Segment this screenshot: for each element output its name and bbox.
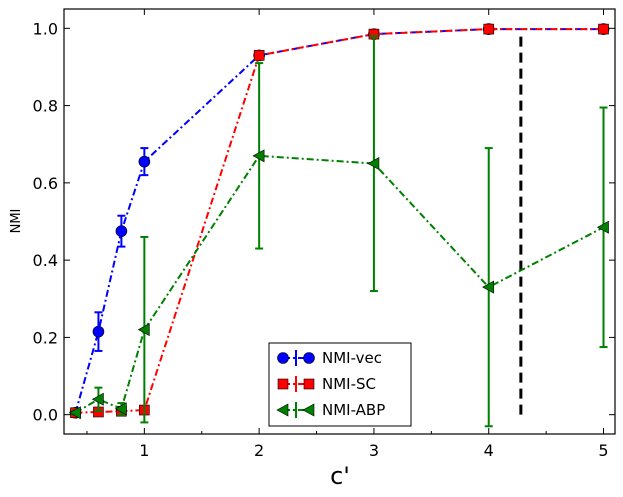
y-tick-label: 0.0	[33, 406, 58, 425]
data-point	[253, 50, 265, 61]
data-point	[92, 325, 105, 338]
series-line	[74, 28, 604, 414]
x-tick-label: 5	[598, 441, 608, 460]
data-point	[114, 402, 127, 416]
series-nmi-abp	[68, 35, 609, 428]
legend-entry-nmi-vec: NMI-vec	[277, 349, 382, 367]
data-point	[138, 155, 151, 168]
legend-entry-nmi-abp: NMI-ABP	[276, 401, 385, 419]
x-tick-label: 1	[139, 441, 149, 460]
data-point	[137, 323, 150, 337]
legend-box	[268, 342, 412, 427]
y-tick-label: 0.4	[33, 251, 58, 270]
legend-label: NMI-ABP	[322, 401, 385, 419]
y-tick-label: 0.8	[33, 97, 58, 116]
legend-marker	[277, 352, 289, 364]
data-point	[598, 23, 609, 35]
legend-label: NMI-SC	[322, 375, 376, 393]
x-tick-label: 4	[484, 441, 494, 460]
plot-content	[68, 23, 610, 428]
plot-area	[68, 23, 610, 428]
y-tick-label: 1.0	[33, 19, 58, 38]
x-tick-label: 2	[254, 441, 264, 460]
legend-marker	[303, 352, 315, 364]
legend-marker	[276, 403, 289, 417]
x-tick-label: 3	[369, 441, 379, 460]
data-point	[596, 220, 609, 234]
data-point	[482, 280, 495, 294]
legend-entry-nmi-sc: NMI-SC	[277, 375, 376, 393]
legend-marker	[303, 378, 315, 390]
legend-marker	[277, 378, 289, 390]
data-point	[367, 157, 380, 171]
data-point	[115, 225, 128, 237]
data-point	[252, 149, 265, 163]
legend: NMI-vec NMI-SC NMI-ABP	[268, 342, 412, 427]
y-axis-label: NMI	[9, 209, 24, 234]
axes-frame	[63, 8, 616, 435]
y-tick-label: 0.2	[33, 328, 58, 347]
data-point	[483, 23, 495, 35]
y-tick-label: 0.6	[33, 174, 58, 193]
data-point	[68, 406, 81, 420]
data-point	[91, 392, 104, 406]
x-axis-label: c'	[330, 462, 350, 490]
axis-ticks: 1 2 3 4 5 0.0 0.2 0.4 0.6 0.8 1.0	[33, 9, 615, 460]
legend-label: NMI-vec	[322, 349, 382, 367]
legend-marker	[302, 403, 315, 417]
